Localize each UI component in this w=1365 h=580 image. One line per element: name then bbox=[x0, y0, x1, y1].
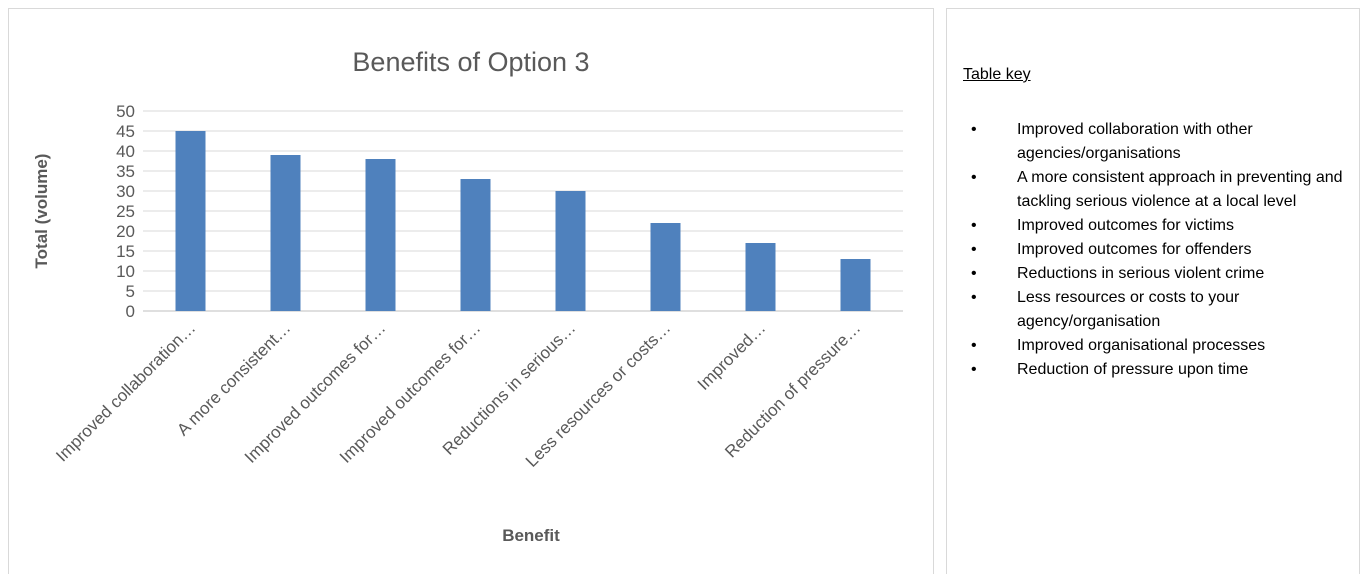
key-item: Improved outcomes for victims bbox=[955, 214, 1347, 238]
y-tick-label: 10 bbox=[116, 262, 135, 281]
gridlines bbox=[143, 110, 903, 312]
bar-chart: Benefits of Option 3 0510152025303540455… bbox=[32, 47, 903, 545]
y-tick-label: 40 bbox=[116, 142, 135, 161]
key-item: Improved outcomes for offenders bbox=[955, 238, 1347, 262]
y-tick-label: 50 bbox=[116, 102, 135, 121]
table-key-panel: Table key Improved collaboration with ot… bbox=[946, 8, 1360, 574]
key-item: Reductions in serious violent crime bbox=[955, 262, 1347, 286]
bar bbox=[175, 131, 206, 311]
bar bbox=[555, 191, 586, 311]
y-tick-label: 45 bbox=[116, 122, 135, 141]
bars bbox=[175, 131, 871, 311]
y-tick-label: 5 bbox=[126, 282, 135, 301]
x-tick-label: Improved collaboration… bbox=[52, 318, 199, 465]
bar bbox=[650, 223, 681, 311]
bar bbox=[460, 179, 491, 311]
key-item: Improved organisational processes bbox=[955, 334, 1347, 358]
chart-title: Benefits of Option 3 bbox=[352, 47, 589, 77]
key-item: A more consistent approach in preventing… bbox=[955, 166, 1347, 214]
y-tick-label: 35 bbox=[116, 162, 135, 181]
bar bbox=[745, 243, 776, 311]
bar bbox=[365, 159, 396, 311]
y-tick-label: 30 bbox=[116, 182, 135, 201]
x-axis-ticks: Improved collaboration…A more consistent… bbox=[52, 318, 864, 470]
y-tick-label: 20 bbox=[116, 222, 135, 241]
key-item: Reduction of pressure upon time bbox=[955, 358, 1347, 382]
chart-panel: Benefits of Option 3 0 5 10 15 20 25 30 35 40 45 5… bbox=[8, 8, 934, 574]
bar bbox=[840, 259, 871, 311]
y-tick-label: 0 bbox=[126, 302, 135, 321]
key-item: Less resources or costs to your agency/o… bbox=[955, 286, 1347, 334]
table-key-list: Improved collaboration with other agenci… bbox=[955, 118, 1347, 382]
x-axis-label: Benefit bbox=[502, 526, 560, 545]
table-key-title: Table key bbox=[963, 66, 1031, 83]
y-tick-label: 15 bbox=[116, 242, 135, 261]
key-item: Improved collaboration with other agenci… bbox=[955, 118, 1347, 166]
bar bbox=[270, 155, 301, 311]
y-axis-label: Total (volume) bbox=[32, 154, 51, 269]
y-tick-label: 25 bbox=[116, 202, 135, 221]
x-tick-label: Improved… bbox=[694, 318, 770, 394]
